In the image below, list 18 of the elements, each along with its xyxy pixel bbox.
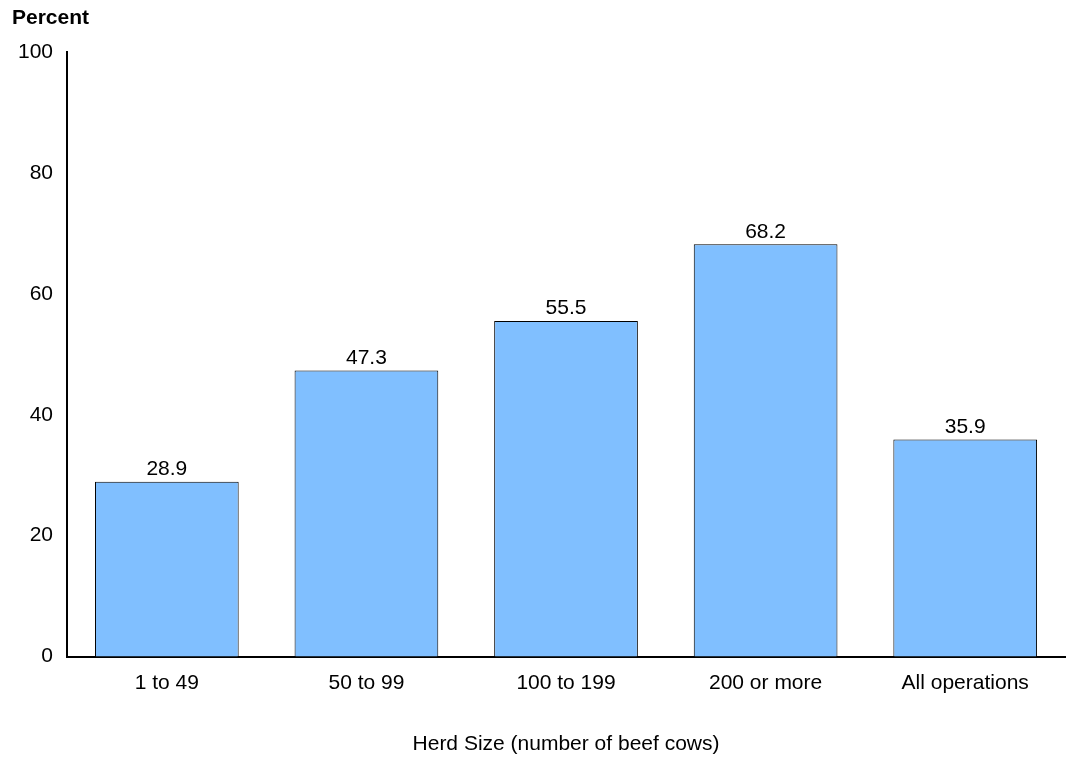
y-tick-label: 20 [29, 522, 54, 546]
x-tick-label: 200 or more [708, 670, 823, 693]
y-tick-label: 40 [29, 401, 54, 425]
x-tick-label: 100 to 199 [516, 670, 616, 693]
data-label: 55.5 [545, 295, 587, 319]
data-label: 35.9 [944, 413, 986, 437]
x-axis-title: Herd Size (number of beef cows) [412, 731, 720, 755]
data-label: 47.3 [345, 344, 387, 368]
y-tick-label: 100 [17, 38, 54, 62]
x-tick-label: 1 to 49 [134, 670, 199, 693]
data-label: 68.2 [745, 218, 787, 242]
x-tick-label: All operations [901, 670, 1029, 693]
y-axis-title: Percent [12, 5, 90, 29]
y-tick-label: 80 [29, 159, 54, 183]
y-tick-label: 60 [29, 280, 54, 304]
data-label: 28.9 [146, 456, 188, 480]
y-tick-label: 0 [41, 643, 54, 667]
x-tick-label: 50 to 99 [328, 670, 405, 693]
